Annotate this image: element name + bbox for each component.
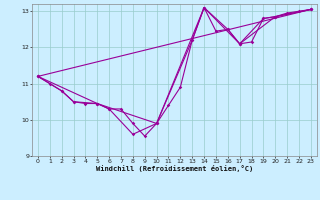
X-axis label: Windchill (Refroidissement éolien,°C): Windchill (Refroidissement éolien,°C) (96, 165, 253, 172)
